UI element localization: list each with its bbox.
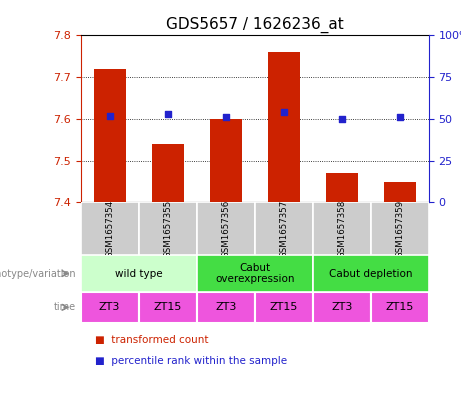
Bar [94, 69, 126, 202]
Text: ZT3: ZT3 [331, 302, 352, 312]
Bar [139, 292, 197, 323]
Point [222, 114, 230, 120]
Bar [255, 292, 313, 323]
Text: Cabut
overexpression: Cabut overexpression [215, 263, 295, 284]
Text: ■  transformed count: ■ transformed count [95, 335, 208, 345]
Text: GSM1657354: GSM1657354 [105, 200, 114, 258]
Bar [210, 119, 242, 202]
Title: GDS5657 / 1626236_at: GDS5657 / 1626236_at [166, 17, 343, 33]
Text: ZT3: ZT3 [215, 302, 236, 312]
Bar [371, 292, 429, 323]
Text: GSM1657358: GSM1657358 [337, 200, 346, 258]
Text: GSM1657356: GSM1657356 [221, 200, 230, 258]
Text: time: time [54, 302, 76, 312]
Text: GSM1657359: GSM1657359 [395, 200, 404, 258]
Bar [371, 202, 429, 255]
Bar [326, 173, 358, 202]
Text: wild type: wild type [115, 268, 162, 279]
Point [106, 112, 113, 119]
Bar [268, 52, 300, 202]
Bar [152, 144, 183, 202]
Bar [197, 255, 313, 292]
Text: Cabut depletion: Cabut depletion [329, 268, 413, 279]
Point [280, 109, 287, 116]
Text: ZT3: ZT3 [99, 302, 120, 312]
Bar [197, 292, 255, 323]
Text: ZT15: ZT15 [154, 302, 182, 312]
Text: ZT15: ZT15 [385, 302, 414, 312]
Bar [255, 202, 313, 255]
Bar [81, 202, 139, 255]
Point [338, 116, 345, 122]
Bar [313, 292, 371, 323]
Bar [313, 255, 429, 292]
Text: ■  percentile rank within the sample: ■ percentile rank within the sample [95, 356, 287, 366]
Text: genotype/variation: genotype/variation [0, 268, 76, 279]
Bar [384, 182, 416, 202]
Bar [139, 202, 197, 255]
Bar [81, 292, 139, 323]
Text: GSM1657357: GSM1657357 [279, 200, 288, 258]
Text: GSM1657355: GSM1657355 [163, 200, 172, 258]
Bar [197, 202, 255, 255]
Point [164, 111, 171, 117]
Bar [81, 255, 197, 292]
Point [396, 114, 403, 120]
Text: ZT15: ZT15 [270, 302, 298, 312]
Bar [313, 202, 371, 255]
